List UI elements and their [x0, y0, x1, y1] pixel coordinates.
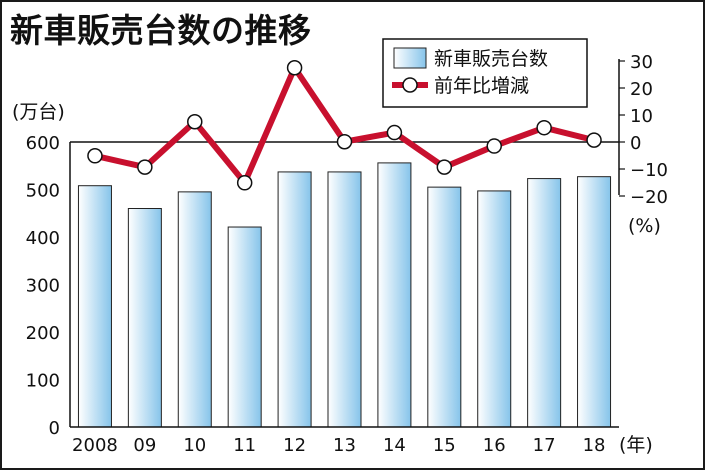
legend-bar-label: 新車販売台数 [434, 48, 548, 70]
yoy-point-12 [286, 60, 303, 76]
x-tick-label: 17 [533, 435, 556, 456]
x-axis-unit: (年) [619, 434, 653, 456]
x-tick-label: 12 [283, 435, 306, 456]
left-tick-label: 400 [26, 228, 60, 249]
x-tick-label: 13 [333, 435, 356, 456]
right-tick-label: 0 [630, 133, 641, 154]
yoy-point-17 [536, 119, 552, 136]
left-tick-label: 600 [26, 133, 60, 154]
bar-17 [527, 178, 562, 428]
yoy-point-15 [436, 159, 453, 175]
x-tick-label: 16 [483, 435, 506, 456]
legend-bar-swatch [393, 47, 427, 69]
right-tick-label: −10 [630, 160, 668, 181]
left-tick-label: 500 [26, 181, 60, 202]
left-axis-unit: (万台) [12, 101, 65, 123]
left-tick-label: 0 [49, 418, 60, 439]
bar-11 [227, 226, 262, 428]
bar-10 [177, 191, 212, 428]
x-tick-label: 14 [383, 435, 406, 456]
yoy-point-2008 [87, 148, 103, 164]
yoy-point-13 [336, 133, 353, 150]
yoy-point-09 [137, 159, 153, 175]
yoy-point-11 [236, 175, 253, 191]
left-tick-label: 100 [26, 371, 60, 392]
bar-15 [427, 186, 462, 428]
x-tick-label: 10 [183, 435, 206, 456]
x-tick-label: 11 [233, 435, 256, 456]
right-tick-label: 30 [630, 52, 653, 73]
right-tick-label: −20 [630, 187, 668, 208]
right-tick-label: 20 [630, 79, 653, 100]
x-tick-label: 09 [133, 435, 156, 456]
bar-09 [127, 208, 162, 428]
yoy-point-16 [486, 138, 502, 154]
bar-18 [577, 176, 612, 428]
x-tick-label: 2008 [72, 435, 118, 456]
yoy-point-18 [586, 132, 602, 148]
x-tick-label: 15 [433, 435, 456, 456]
bar-12 [277, 171, 312, 428]
legend-box [382, 38, 588, 108]
right-tick-label: 10 [630, 106, 653, 127]
left-tick-label: 300 [26, 276, 60, 297]
bar-14 [377, 162, 412, 428]
legend-line-marker [402, 77, 418, 93]
yoy-point-10 [187, 114, 203, 130]
yoy-point-14 [386, 124, 403, 141]
bar-13 [327, 171, 362, 428]
left-tick-label: 200 [26, 323, 60, 344]
bar-16 [477, 190, 512, 428]
chart-title: 新車販売台数の推移 [10, 11, 312, 50]
bar-2008 [77, 185, 112, 428]
x-tick-label: 18 [583, 435, 606, 456]
legend-line-label: 前年比増減 [434, 75, 529, 97]
right-axis-unit: (%) [628, 215, 661, 237]
